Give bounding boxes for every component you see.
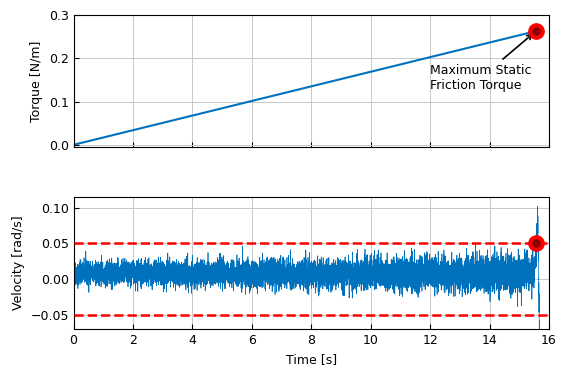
Y-axis label: Velocity [rad/s]: Velocity [rad/s] (12, 216, 25, 310)
Y-axis label: Torque [N/m]: Torque [N/m] (30, 40, 43, 122)
Text: Maximum Static
Friction Torque: Maximum Static Friction Torque (430, 34, 532, 92)
X-axis label: Time [s]: Time [s] (286, 353, 337, 365)
